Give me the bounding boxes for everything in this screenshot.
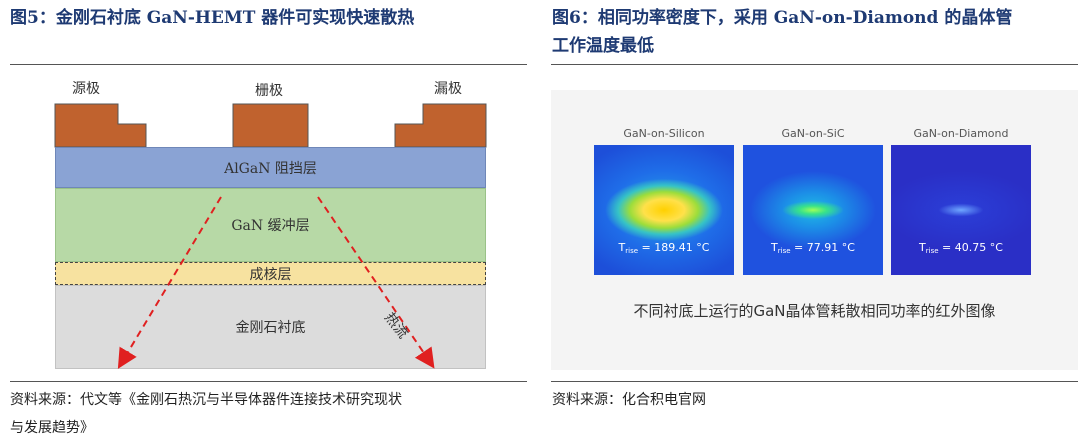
source-electrode-label: 源极 bbox=[72, 81, 100, 97]
figure5-title: 图5：金刚石衬底 GaN-HEMT 器件可实现快速散热 bbox=[10, 8, 415, 28]
image-label-diamond: GaN-on-Diamond bbox=[913, 127, 1009, 140]
heat-arrow-left bbox=[117, 196, 222, 369]
figure6-title-line1: 图6：相同功率密度下，采用 GaN-on-Diamond 的晶体管 bbox=[552, 8, 1013, 28]
gan-layer-label: GaN 缓冲层 bbox=[231, 218, 310, 234]
infrared-image-panel: GaN-on-Silicon Trise = 189.41 °C GaN-on-… bbox=[551, 90, 1078, 370]
heat-flow-arrows bbox=[117, 196, 435, 369]
image-label-sic: GaN-on-SiC bbox=[781, 127, 845, 140]
trise-sic: Trise = 77.91 °C bbox=[771, 241, 855, 255]
nucleation-layer: 成核层 bbox=[55, 262, 486, 285]
substrate-layer-label: 金刚石衬底 bbox=[235, 320, 306, 336]
nucleation-layer-label: 成核层 bbox=[249, 266, 292, 283]
drain-electrode bbox=[394, 103, 487, 148]
gan-buffer-layer: GaN 缓冲层 bbox=[55, 188, 486, 262]
thermal-image-diamond: Trise = 40.75 °C bbox=[891, 145, 1031, 275]
gate-electrode-label: 栅极 bbox=[255, 83, 283, 99]
trise-diamond: Trise = 40.75 °C bbox=[919, 241, 1003, 255]
figure6-title-line2: 工作温度最低 bbox=[552, 36, 654, 56]
figure5-top-rule bbox=[10, 64, 527, 65]
algan-barrier-layer: AlGaN 阻挡层 bbox=[55, 147, 486, 188]
heat-arrow-right bbox=[317, 196, 435, 369]
image-label-silicon: GaN-on-Silicon bbox=[623, 127, 705, 140]
figure6-bottom-rule bbox=[551, 381, 1078, 382]
figure5-source-line1: 资料来源：代文等《金刚石热沉与半导体器件连接技术研究现状 bbox=[10, 392, 402, 408]
trise-silicon: Trise = 189.41 °C bbox=[618, 241, 710, 255]
algan-layer-label: AlGaN 阻挡层 bbox=[224, 160, 317, 177]
figure5-bottom-rule bbox=[10, 381, 527, 382]
figure6-source: 资料来源：化合积电官网 bbox=[552, 392, 706, 408]
infrared-caption: 不同衬底上运行的GaN晶体管耗散相同功率的红外图像 bbox=[633, 302, 996, 320]
drain-electrode-label: 漏极 bbox=[434, 81, 462, 97]
figure6-top-rule bbox=[551, 64, 1078, 65]
figure5-source-line2: 与发展趋势》 bbox=[10, 420, 94, 436]
thermal-image-silicon: Trise = 189.41 °C bbox=[594, 145, 734, 275]
thermal-image-sic: Trise = 77.91 °C bbox=[743, 145, 883, 275]
